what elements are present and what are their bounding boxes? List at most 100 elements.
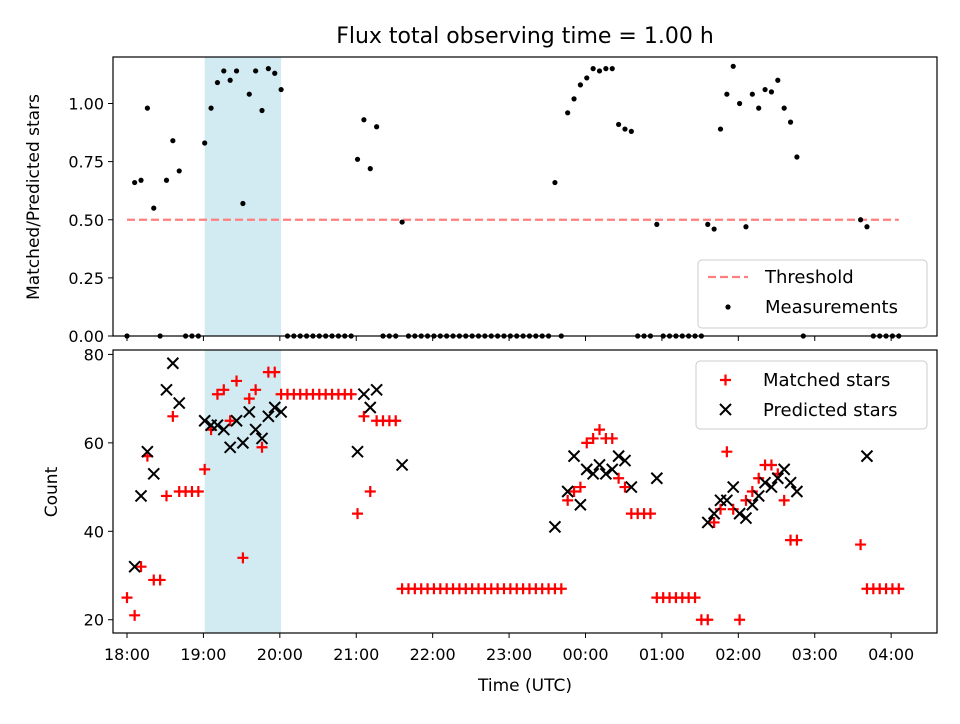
predicted-star-point	[223, 441, 237, 454]
top-panel: 0.00 0.25 0.50 0.75 1.00 Matched/Predicted s…	[24, 56, 938, 346]
predicted-star-point	[128, 560, 141, 573]
matched-star-point	[129, 609, 141, 621]
matched-star-point	[594, 424, 606, 436]
predicted-star-point	[147, 467, 160, 481]
matched-star-point	[199, 463, 211, 475]
legend-matched-label: Matched stars	[763, 370, 890, 391]
measurement-point	[622, 126, 628, 132]
predicted-star-point	[752, 489, 765, 503]
measurement-point	[775, 77, 781, 83]
predicted-star-point	[586, 467, 600, 481]
predicted-star-point	[274, 405, 288, 419]
predicted-star-point	[701, 516, 714, 529]
legend-predicted-label: Predicted stars	[763, 400, 897, 421]
x-tick-label: 23:00	[486, 645, 532, 664]
matched-star-point	[555, 583, 567, 595]
predicted-star-point	[707, 507, 721, 520]
matched-star-point	[562, 494, 574, 506]
predicted-star-point	[268, 401, 281, 414]
predicted-star-point	[217, 423, 231, 436]
legend-threshold-label: Threshold	[764, 267, 854, 288]
measurement-point	[240, 200, 246, 207]
matched-star-point	[619, 481, 631, 493]
measurement-point	[794, 154, 800, 160]
matched-star-point	[702, 614, 714, 626]
predicted-star-point	[720, 494, 734, 507]
measurement-point	[253, 68, 259, 74]
matched-star-point	[581, 437, 593, 449]
x-tick-label: 21:00	[333, 645, 379, 664]
matched-star-point	[237, 552, 249, 564]
matched-star-point	[211, 388, 223, 400]
measurement-point	[711, 226, 717, 232]
matched-star-point	[167, 410, 179, 422]
bottom-legend-box	[695, 360, 928, 430]
predicted-star-point	[746, 498, 759, 511]
bottom-highlight-span	[204, 350, 282, 633]
measurement-point	[227, 77, 233, 83]
x-tick-label: 01:00	[639, 645, 685, 664]
matched-star-point	[689, 592, 701, 604]
predicted-star-point	[262, 410, 275, 423]
measurement-point	[214, 79, 221, 86]
matched-star-point	[345, 388, 357, 400]
measurement-point	[768, 89, 775, 95]
measurement-point	[743, 224, 749, 230]
measurement-point	[571, 96, 577, 102]
legend-predicted-swatch	[719, 403, 732, 416]
legend-measurements-label: Measurements	[765, 297, 898, 318]
predicted-star-points	[128, 357, 874, 573]
bottom-axis-ticks: 18:00 19:00 20:00 21:00 22:00 23:00 00:00 01:00…	[84, 345, 915, 664]
matched-star-point	[243, 393, 255, 405]
predicted-star-point	[784, 476, 797, 489]
measurement-point	[202, 140, 208, 146]
top-y-axis-label: Matched/Predicted stars	[24, 94, 44, 300]
matched-star-point	[791, 534, 803, 546]
matched-star-point	[352, 508, 364, 520]
measurement-point	[781, 105, 787, 111]
matched-star-point	[269, 366, 281, 378]
matched-star-points	[121, 366, 905, 626]
measurement-point	[616, 121, 622, 128]
predicted-star-point	[625, 480, 638, 494]
measurement-point	[717, 126, 724, 132]
predicted-star-point	[364, 401, 377, 414]
predicted-star-point	[765, 480, 778, 494]
matched-star-point	[135, 561, 147, 573]
predicted-star-point	[249, 423, 262, 436]
predicted-star-point	[357, 388, 371, 401]
matched-star-point	[613, 472, 625, 484]
predicted-star-point	[160, 383, 173, 397]
predicted-star-point	[599, 467, 613, 481]
measurement-point	[399, 219, 405, 225]
figure-title: Flux total observing time = 1.00 h	[336, 24, 714, 49]
predicted-star-point	[134, 489, 148, 503]
matched-star-point	[753, 472, 765, 484]
measurement-point	[176, 168, 182, 174]
measurement-point	[552, 179, 558, 186]
measurement-point	[233, 68, 240, 74]
top-y-tick-label: 1.00	[68, 95, 104, 114]
matched-star-point	[740, 494, 752, 506]
x-tick-label: 02:00	[715, 645, 761, 664]
predicted-star-point	[198, 414, 211, 427]
top-legend: Threshold Measurements	[697, 259, 928, 329]
top-y-tick-label: 0.50	[68, 211, 104, 230]
measurement-point	[208, 105, 214, 111]
matched-star-point	[218, 384, 230, 396]
matched-star-point	[708, 516, 720, 528]
predicted-star-point	[370, 383, 383, 397]
matched-star-point	[606, 432, 618, 444]
x-tick-label: 22:00	[410, 645, 456, 664]
matched-star-point	[765, 459, 777, 471]
measurement-point	[151, 205, 157, 211]
predicted-star-point	[243, 405, 256, 419]
top-axes-frame	[112, 56, 938, 337]
measurement-point	[367, 166, 373, 172]
predicted-star-point	[351, 445, 364, 458]
legend-measurements-swatch	[725, 304, 731, 310]
predicted-star-point	[567, 449, 581, 463]
matched-star-point	[721, 446, 733, 458]
measurement-point	[654, 221, 660, 227]
